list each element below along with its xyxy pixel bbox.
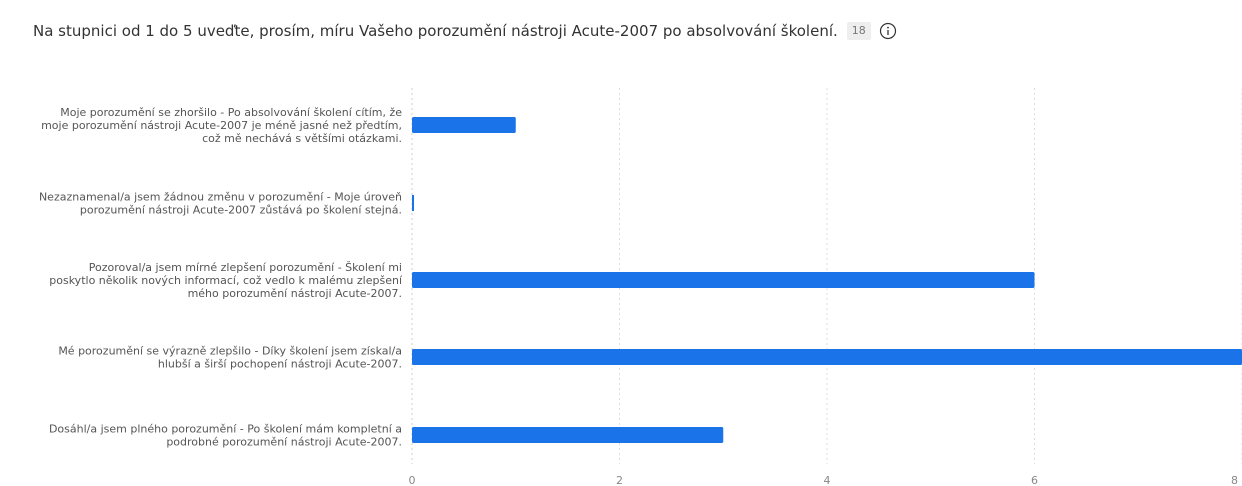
category-label: Pozoroval/a jsem mírné zlepšení porozumě… xyxy=(49,261,403,300)
info-circle-icon[interactable] xyxy=(879,22,897,40)
category-label: Dosáhl/a jsem plného porozumění - Po ško… xyxy=(49,423,402,449)
bar[interactable] xyxy=(412,272,1035,288)
category-label-line: mého porozumění nástroji Acute-2007. xyxy=(188,287,402,300)
category-label-line: poskytlo několik nových informací, což v… xyxy=(49,274,403,287)
response-count-badge: 18 xyxy=(846,22,871,40)
category-label-line: Dosáhl/a jsem plného porozumění - Po ško… xyxy=(49,423,402,436)
category-label-line: hlubší a širší pochopení nástroji Acute-… xyxy=(158,358,402,371)
bar[interactable] xyxy=(412,427,724,443)
category-label-line: moje porozumění nástroji Acute-2007 je m… xyxy=(41,119,402,132)
category-label-line: Mé porozumění se výrazně zlepšilo - Díky… xyxy=(58,345,402,358)
bar[interactable] xyxy=(412,349,1242,365)
category-label-line: podrobné porozumění nástroji Acute-2007. xyxy=(166,436,402,449)
category-label: Moje porozumění se zhoršilo - Po absolvo… xyxy=(41,106,402,145)
category-label-line: Nezaznamenal/a jsem žádnou změnu v poroz… xyxy=(39,191,402,204)
x-tick-label: 0 xyxy=(409,474,416,486)
category-label-line: což mě nechává s většími otázkami. xyxy=(202,132,402,145)
category-label: Nezaznamenal/a jsem žádnou změnu v poroz… xyxy=(39,191,402,217)
x-tick-label: 8 xyxy=(1231,474,1238,486)
category-label: Mé porozumění se výrazně zlepšilo - Díky… xyxy=(58,345,402,371)
x-tick-label: 2 xyxy=(616,474,623,486)
chart-header: Na stupnici od 1 do 5 uveďte, prosím, mí… xyxy=(33,19,897,43)
x-tick-label: 6 xyxy=(1031,474,1038,486)
bar[interactable] xyxy=(412,195,414,211)
category-label-line: Moje porozumění se zhoršilo - Po absolvo… xyxy=(60,106,402,119)
category-label-line: porozumění nástroji Acute-2007 zůstává p… xyxy=(80,204,402,217)
category-label-line: Pozoroval/a jsem mírné zlepšení porozumě… xyxy=(89,261,402,274)
bar[interactable] xyxy=(412,117,516,133)
x-tick-label: 4 xyxy=(824,474,831,486)
chart-title: Na stupnici od 1 do 5 uveďte, prosím, mí… xyxy=(33,22,838,40)
